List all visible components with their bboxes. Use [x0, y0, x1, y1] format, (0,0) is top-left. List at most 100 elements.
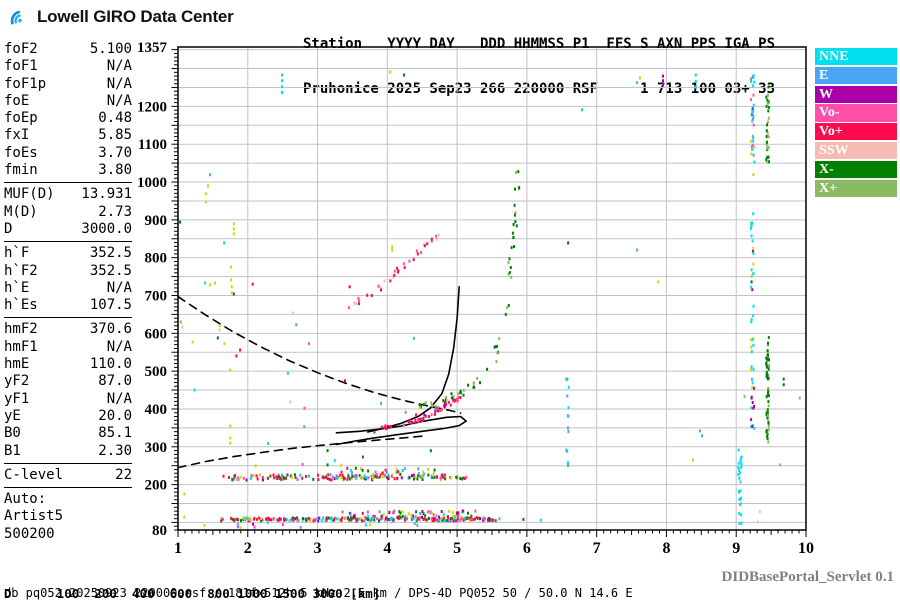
param-value: 2.73 [98, 203, 132, 220]
param-row-B1: B1 2.30 [4, 443, 132, 460]
param-value: 22 [115, 466, 132, 483]
param-row-hEs: h`Es 107.5 [4, 297, 132, 314]
y-tick-label: 500 [145, 364, 168, 380]
logo-text: Lowell GIRO Data Center [37, 7, 234, 26]
param-label: h`Es [4, 297, 38, 314]
header-values: Pruhonice 2025 Sep23 266 220000 RSF 1 71… [303, 81, 776, 97]
legend-label: X+ [819, 180, 838, 196]
param-row-D: D 3000.0 [4, 221, 132, 238]
param-divider [4, 182, 132, 184]
grid-layer [178, 47, 806, 530]
param-value: N/A [106, 75, 132, 92]
param-row-yF1: yF1 N/A [4, 391, 132, 408]
param-value: 13.931 [81, 186, 132, 203]
curve-artist-hook [335, 415, 467, 446]
param-row-yF2: yF2 87.0 [4, 373, 132, 390]
param-value: 3.80 [98, 162, 132, 179]
x-tick-label: 1 [174, 540, 182, 557]
param-label: yF1 [4, 390, 30, 407]
param-label: h`E [4, 279, 30, 296]
x-tick-label: 6 [523, 540, 531, 557]
legend-label: X- [819, 161, 834, 177]
x-tick-label: 8 [662, 540, 670, 557]
cluster-col-9.45-upper [765, 85, 770, 164]
param-value: 107.5 [89, 297, 132, 314]
param-row-hmF2: hmF2 370.6 [4, 321, 132, 338]
legend-item-NNE: NNE [815, 48, 897, 66]
legend-item-W: W [815, 85, 897, 103]
param-label: foE [4, 92, 30, 109]
legend-item-Vo: Vo- [815, 104, 897, 122]
param-value: 5.85 [98, 127, 132, 144]
param-row-hmE: hmE 110.0 [4, 356, 132, 373]
y-tick-label: 80 [152, 523, 167, 539]
y-tick-label: 400 [145, 402, 168, 418]
param-value: N/A [106, 390, 132, 407]
param-label: yF2 [4, 373, 30, 390]
cluster-es-2hop-spread [340, 466, 436, 481]
param-value: 370.6 [89, 321, 132, 338]
y-tick-label: 600 [145, 326, 168, 342]
x-tick-label: 7 [593, 540, 601, 557]
scaled-parameters-panel: foF2 5.100 foF1 N/A foF1p N/A foE N/A foEp 0.48 fx… [4, 41, 132, 543]
param-row-hE: h`E N/A [4, 280, 132, 297]
param-row-hF2: h`F2 352.5 [4, 263, 132, 280]
scattered-echo-dots [179, 70, 801, 524]
param-value: 3000.0 [81, 220, 132, 237]
param-value: N/A [106, 279, 132, 296]
cluster-es-trace-spread [341, 509, 478, 521]
y-tick-label: 1100 [138, 137, 167, 153]
giro-wave-icon [10, 10, 22, 25]
y-tick-label: 200 [145, 478, 168, 494]
param-value: 20.0 [98, 407, 132, 424]
echo-dots-layer [179, 70, 801, 530]
artist-curves-layer [177, 286, 467, 469]
legend-item-Vo: Vo+ [815, 123, 897, 141]
param-row-foEp: foEp 0.48 [4, 110, 132, 127]
param-label: hmF2 [4, 321, 38, 338]
param-label: foF1 [4, 58, 38, 75]
muf-table: D 100 200 400 600 800 1000 1500 3000 [km… [4, 556, 388, 600]
legend-item-X: X+ [815, 179, 897, 197]
param-value: N/A [106, 338, 132, 355]
measurement-status-line: db pq052 20250923 220000.rsf / 181fx512h… [4, 586, 633, 600]
param-divider [4, 317, 132, 319]
autoscaling-info-line: Auto: [4, 491, 47, 508]
autoscaling-info-line: 500200 [4, 525, 55, 542]
legend-item-SSW: SSW [815, 141, 897, 160]
param-label: foEs [4, 144, 38, 161]
param-divider [4, 241, 132, 243]
param-label: fxI [4, 127, 30, 144]
param-value: 3.70 [98, 144, 132, 161]
echo-direction-legend: NNE E W Vo- Vo+ SSW X- X+ [815, 48, 897, 198]
param-label: foEp [4, 110, 38, 127]
param-row-hF: h`F 352.5 [4, 245, 132, 262]
x-tick-label: 4 [383, 540, 391, 557]
cluster-col-9.45-lower [765, 336, 770, 444]
param-row-fxI: fxI 5.85 [4, 127, 132, 144]
y-tick-label: 1200 [137, 99, 167, 115]
param-label: D [4, 220, 13, 237]
x-tick-label: 2 [244, 540, 252, 557]
param-label: yE [4, 407, 21, 424]
param-value: 352.5 [89, 262, 132, 279]
legend-label: SSW [819, 142, 849, 158]
curve-artist-f-trace-fit [367, 286, 460, 433]
autoscaling-info-line: Artist5 [4, 508, 64, 525]
lowell-giro-logo: Lowell GIRO Data Center [8, 5, 234, 29]
param-row-hmF1: hmF1 N/A [4, 339, 132, 356]
param-label: B1 [4, 442, 21, 459]
param-value: N/A [106, 92, 132, 109]
param-label: foF1p [4, 75, 47, 92]
cluster-col-9.24-lower [749, 173, 756, 430]
param-row-foE: foE N/A [4, 93, 132, 110]
cluster-f-2hop [347, 233, 440, 310]
param-label: B0 [4, 425, 21, 442]
x-tick-label: 3 [314, 540, 322, 557]
param-value: 0.48 [98, 110, 132, 127]
param-row-MUFD: MUF(D) 13.931 [4, 186, 132, 203]
legend-label: E [819, 67, 829, 83]
y-tick-label: 300 [145, 440, 168, 456]
param-row-foF2: foF2 5.100 [4, 41, 132, 58]
